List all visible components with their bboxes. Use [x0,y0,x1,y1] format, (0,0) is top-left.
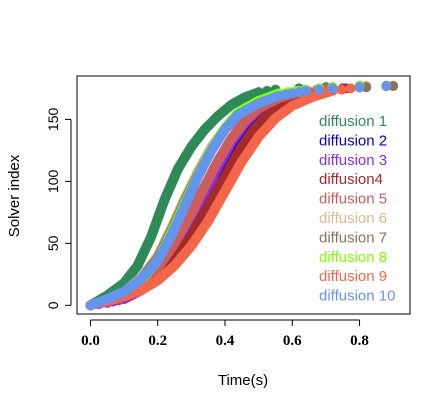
data-point [300,85,311,96]
legend-entry: diffusion4 [319,171,383,188]
legend-entry: diffusion 9 [319,268,387,285]
y-tick-label: 50 [45,235,61,251]
x-tick-label: 0.2 [148,333,167,349]
series-10 [85,80,392,311]
legend-entry: diffusion 5 [319,191,387,208]
x-axis: 0.0 0.2 0.4 0.6 0.8 [81,319,369,349]
x-tick-label: 0.6 [283,333,302,349]
data-point [354,82,365,93]
legend-entry: diffusion 10 [319,288,395,305]
y-axis-title: Solver index [6,154,23,237]
legend-entry: diffusion 3 [319,152,387,169]
x-tick-label: 0.0 [81,333,100,349]
data-point [381,80,392,91]
x-tick-label: 0.4 [216,333,235,349]
data-point [327,83,338,94]
legend-entry: diffusion 1 [319,113,387,130]
points-layer [85,80,399,311]
data-point [336,84,347,95]
data-point [314,84,325,95]
legend: diffusion 1 diffusion 2 diffusion 3 diffusi… [319,113,395,305]
x-axis-title: Time(s) [218,372,268,389]
y-tick-label: 100 [45,169,61,193]
data-point [253,87,264,98]
plot-frame [76,75,411,315]
x-tick-label: 0.8 [350,333,369,349]
data-point [345,83,356,94]
y-tick-label: 150 [45,107,61,131]
y-axis: 0 50 100 150 [45,107,72,309]
legend-entry: diffusion 8 [319,249,387,266]
legend-entry: diffusion 2 [319,132,387,149]
legend-entry: diffusion 6 [319,210,387,227]
series-9 [85,80,392,311]
y-tick-label: 0 [45,301,61,309]
legend-entry: diffusion 7 [319,229,387,246]
